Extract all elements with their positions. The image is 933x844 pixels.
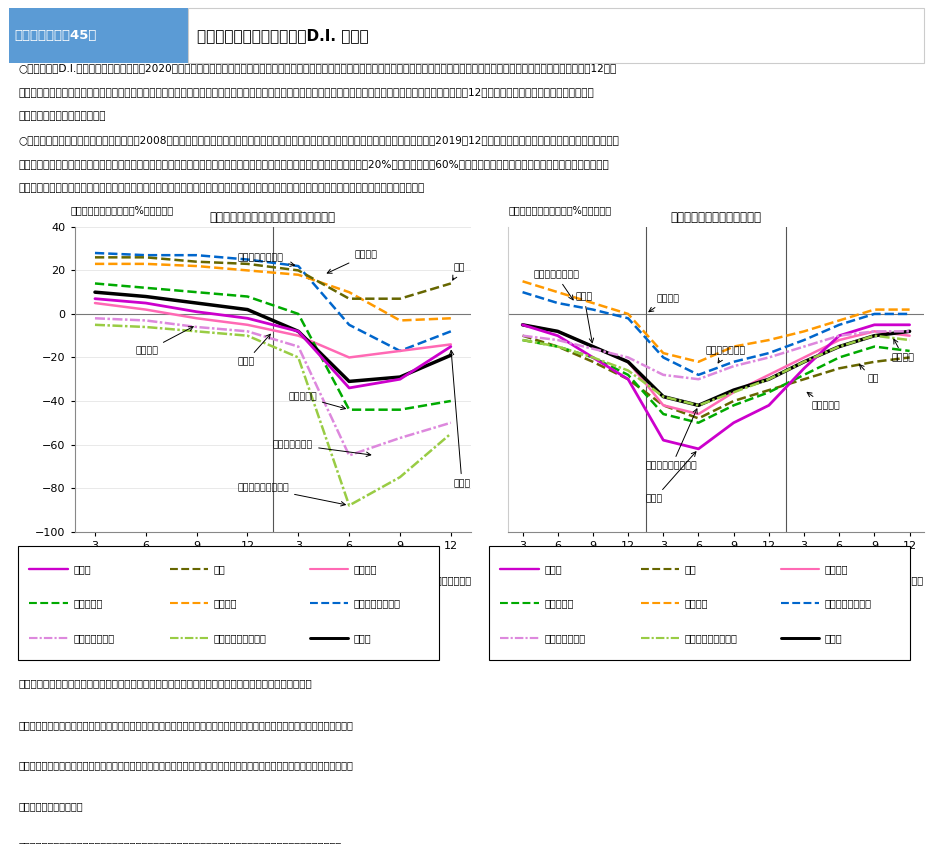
Text: 資料出所　日本銀行「全国企業短期経済観測調査」をもとに厚生労働省政策統括官付政策統括室にて作成: 資料出所 日本銀行「全国企業短期経済観測調査」をもとに厚生労働省政策統括官付政策… [19,678,313,688]
Text: （「良い」－「悪い」、%ポイント）: （「良い」－「悪い」、%ポイント） [71,205,174,214]
Text: 卸・小売: 卸・小売 [354,564,377,574]
Text: 対事業所サービス: 対事業所サービス [825,598,871,609]
Text: 主要産業別にみた業況判断D.I. の推移: 主要産業別にみた業況判断D.I. の推移 [197,28,369,43]
Text: 製造業: 製造業 [544,564,562,574]
Text: （「良い」－「悪い」、%ポイント）: （「良い」－「悪い」、%ポイント） [508,205,612,214]
Text: 宿泊・飲食サービス: 宿泊・飲食サービス [646,408,698,471]
Text: 2008: 2008 [562,560,590,570]
Title: （参考）リーマンショック期: （参考）リーマンショック期 [671,211,761,225]
Text: 全産業: 全産業 [354,633,371,642]
Text: 製造業: 製造業 [450,350,470,488]
Text: ○　リーマンショック期にはショック前の2008年３月調査時点から大半の産業で「悪い」超であったのに対し、感染拡大期には、感染拡大前の2019年12月時点では大半: ○ リーマンショック期にはショック前の2008年３月調査時点から大半の産業で「悪… [19,135,620,145]
Text: 建設: 建設 [214,564,225,574]
Text: （年・調査月）: （年・調査月） [430,575,471,585]
Text: 第１－（５）－45図: 第１－（５）－45図 [14,29,96,42]
Text: 09: 09 [709,560,723,570]
Text: 建設: 建設 [685,564,696,574]
Text: 10: 10 [850,560,864,570]
Text: 対個人サービス: 対個人サービス [705,346,745,363]
Text: 情報通信: 情報通信 [685,598,708,609]
Text: 情報通信: 情報通信 [648,295,679,311]
Text: （年・調査月）: （年・調査月） [883,575,924,585]
Text: ろ、業況の急速な悪化により「悪い」超に転じている。また、リーマンショック期には「製造業」を中心に全ての産業で－20%ポイントから－60%ポイントの間での悪化がみ: ろ、業況の急速な悪化により「悪い」超に転じている。また、リーマンショック期には「… [19,160,609,169]
Text: （注）　１）対事業所サービスには「デザイン業」「広告業」「技術サービス業（他に分類されないもの）（獣医業を除く）」: （注） １）対事業所サービスには「デザイン業」「広告業」「技術サービス業（他に分… [19,720,354,730]
Text: の水準まで回復していない。: の水準まで回復していない。 [19,111,106,121]
Text: ２）対個人サービスには「洗濯・理容・美容・浴場業」「その他の生活関連サービス業」「娯楽業」「専修学校、: ２）対個人サービスには「洗濯・理容・美容・浴場業」「その他の生活関連サービス業」… [19,841,341,844]
Text: 運輸・郵便: 運輸・郵便 [288,392,345,409]
Text: 運輸・郵便: 運輸・郵便 [74,598,103,609]
Text: 対個人サービス: 対個人サービス [273,440,370,457]
Bar [188,8,924,62]
Title: 新型コロナウイルス感染症の感染拡大期: 新型コロナウイルス感染症の感染拡大期 [210,211,336,225]
Text: 査では緩やかな改善の傾向がみられたものの、落ち込みが大きかった「宿泊・飲食サービス」「対個人サービス」「運輸、郵便」などでは回復の動きが鈍く、12月調査時点では: 査では緩やかな改善の傾向がみられたものの、落ち込みが大きかった「宿泊・飲食サービ… [19,87,594,97]
Text: 宿泊・飲食サービス: 宿泊・飲食サービス [685,633,737,642]
Bar [19,546,439,660]
Text: 2019: 2019 [157,560,186,570]
Text: ○　業況判断D.I.を主要産業別にみると、2020年３月調査から６月調査にかけては、「宿泊・飲食サービス」「対個人サービス」を中心にほぼ全ての産業で急速に悪化し: ○ 業況判断D.I.を主要産業別にみると、2020年３月調査から６月調査にかけて… [19,62,617,73]
Text: 卸・小売: 卸・小売 [135,327,193,355]
Text: 情報通信: 情報通信 [327,251,377,273]
Text: 製造業: 製造業 [74,564,91,574]
Text: 運輸・郵便: 運輸・郵便 [544,598,574,609]
Text: 全産業: 全産業 [576,292,593,343]
Bar [9,8,188,62]
Text: 対個人サービス: 対個人サービス [74,633,115,642]
Bar [489,546,910,660]
Text: 宿泊・飲食サービス: 宿泊・飲食サービス [214,633,267,642]
Text: 20: 20 [368,560,382,570]
Text: 宿泊・飲食サービス: 宿泊・飲食サービス [237,484,345,506]
Text: 全産業: 全産業 [237,334,271,366]
Text: 卸・小売: 卸・小売 [825,564,848,574]
Text: 卸・小売: 卸・小売 [892,339,915,362]
Text: 対事業所サービス: 対事業所サービス [354,598,401,609]
Text: 情報通信: 情報通信 [214,598,237,609]
Text: 全産業: 全産業 [825,633,842,642]
Text: 運輸・郵便: 運輸・郵便 [807,392,840,410]
Text: 「産業廃棄物処理業」「自動車整備業」「機械等修理業」「職業紹介・労働者派遣業」「その他の事業サービス業」: 「産業廃棄物処理業」「自動車整備業」「機械等修理業」「職業紹介・労働者派遣業」「… [19,760,354,771]
Text: 対事業所サービス: 対事業所サービス [237,253,295,267]
Text: 建設: 建設 [859,365,879,384]
Text: 建設: 建設 [453,263,465,280]
Text: 期にはプラスを維持した産業がある一方で「宿泊・飲食サービス」「対個人サービス」等の悪化が際立つなど産業間でのばらつきがみられた。: 期にはプラスを維持した産業がある一方で「宿泊・飲食サービス」「対個人サービス」等… [19,183,425,193]
Text: 対個人サービス: 対個人サービス [544,633,585,642]
Text: 製造業: 製造業 [646,452,696,503]
Text: 対事業所サービス: 対事業所サービス [533,270,579,300]
Text: が含まれる。: が含まれる。 [19,801,83,811]
